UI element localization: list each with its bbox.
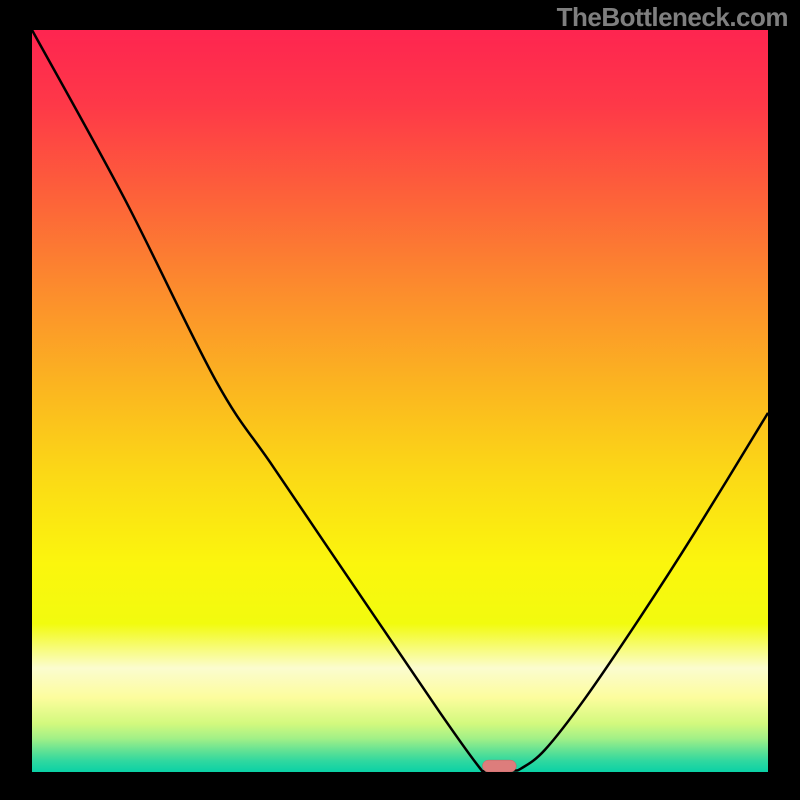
bottleneck-chart	[0, 0, 800, 800]
gradient-background	[32, 30, 768, 772]
chart-frame: TheBottleneck.com	[0, 0, 800, 800]
optimal-marker	[482, 760, 516, 772]
watermark-text: TheBottleneck.com	[557, 2, 788, 33]
